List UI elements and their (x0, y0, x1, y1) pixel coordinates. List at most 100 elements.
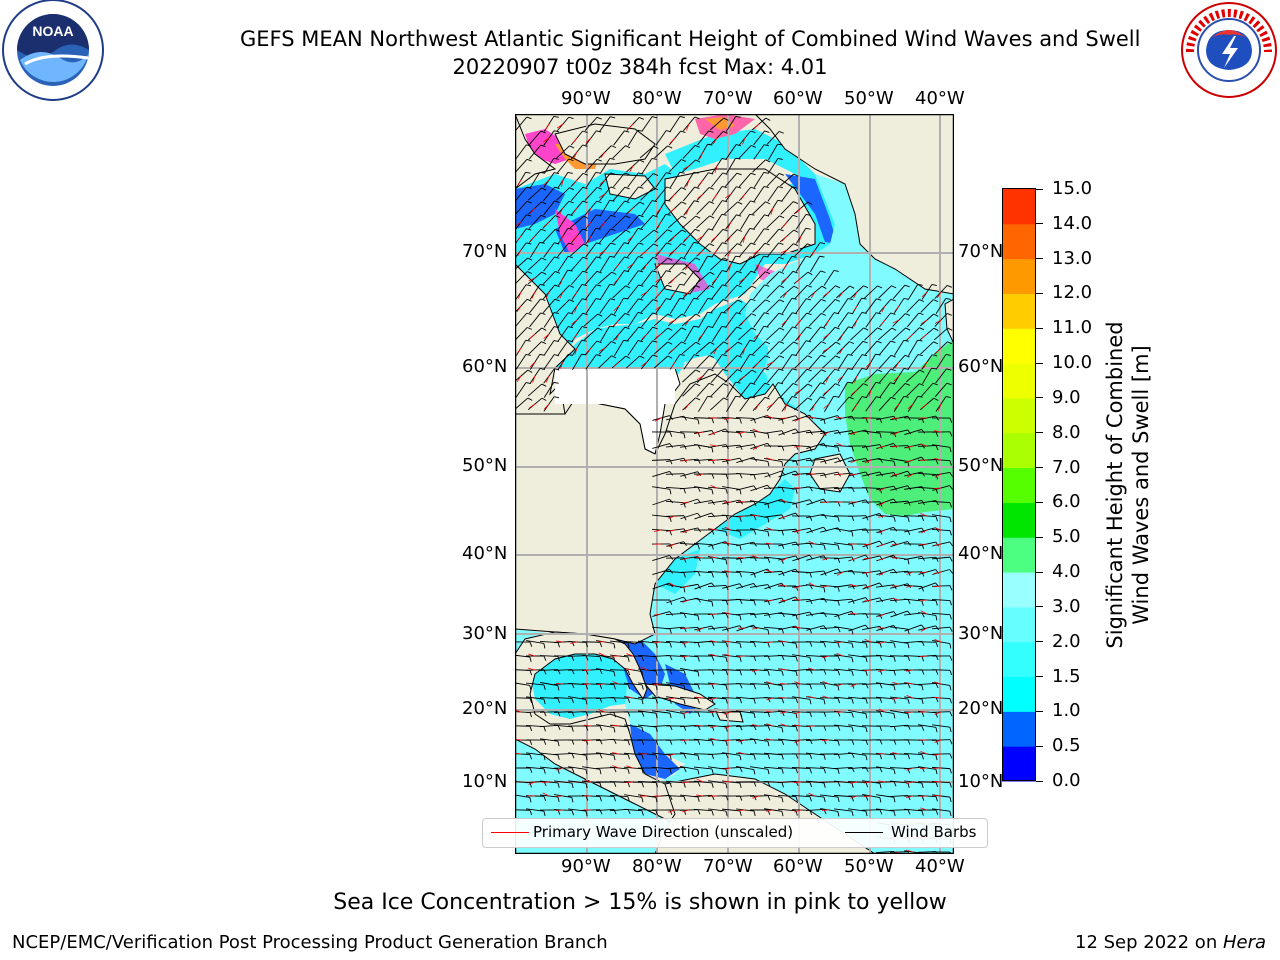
wind-barb-feather (904, 383, 910, 386)
wave-direction-arrow (627, 235, 634, 242)
wave-direction-arrow (682, 655, 690, 658)
wave-direction-arrow (878, 529, 886, 534)
colorbar-label-line2: Wind Waves and Swell [m] (1129, 345, 1153, 625)
wave-direction-arrow (752, 795, 760, 799)
wave-direction-arrow (934, 739, 942, 743)
wave-direction-arrow (532, 375, 536, 383)
wind-barb-feather (739, 599, 743, 605)
wind-barb-feather (865, 698, 868, 704)
wind-barb-feather (541, 397, 547, 401)
lon-label-top-2: 80°W (632, 88, 682, 109)
wind-barb-feather (834, 368, 840, 372)
wind-barb-feather (763, 255, 769, 258)
colorbar-tick-label: 9.0 (1052, 386, 1081, 408)
wind-barb (652, 443, 670, 449)
wind-barb-feather (947, 327, 953, 331)
wind-barb (806, 625, 824, 631)
wind-barb (515, 397, 529, 410)
wind-barb (515, 186, 528, 202)
wind-barb (655, 172, 667, 188)
wind-barb (779, 173, 795, 187)
wave-direction-arrow (641, 333, 648, 340)
wind-barb-feather (683, 613, 687, 619)
wave-direction-arrow (865, 361, 872, 368)
wind-barb-feather (932, 382, 938, 386)
wind-barb-feather (641, 768, 644, 774)
wave-direction-arrow (934, 458, 942, 461)
wind-barb-feather (541, 341, 547, 345)
wind-barb (598, 355, 612, 369)
wind-barb (903, 752, 923, 756)
wave-direction-arrow (794, 445, 802, 448)
wind-barb-feather (779, 271, 785, 275)
wind-barb-feather (903, 339, 909, 342)
wind-barb (708, 541, 726, 547)
wind-barb (764, 556, 782, 560)
wave-direction-arrow (892, 697, 900, 700)
wind-barb (584, 158, 598, 174)
wind-barb (624, 794, 642, 798)
wind-barb-feather (707, 395, 713, 398)
wind-barb-feather (851, 670, 854, 676)
wind-barb-feather (823, 489, 826, 495)
wind-barb-feather (609, 283, 615, 286)
wind-barb-feather (793, 285, 799, 289)
wind-barb (669, 172, 681, 188)
wave-direction-arrow (740, 193, 746, 200)
wave-direction-arrow (850, 683, 858, 687)
wind-barb (920, 382, 934, 398)
wind-barb-feather (739, 698, 743, 704)
wave-direction-arrow (586, 347, 592, 355)
wind-barb-feather (767, 557, 771, 563)
wind-barb-feather (707, 255, 713, 258)
wave-direction-arrow (529, 361, 536, 368)
wave-direction-arrow (794, 681, 802, 685)
wind-barb-feather (809, 572, 812, 578)
wind-barb (653, 313, 669, 327)
wind-barb (668, 159, 682, 173)
wind-barb-feather (641, 726, 644, 733)
wind-barb-feather (791, 297, 797, 300)
wind-barbs-legend-label: Wind Barbs (891, 823, 977, 841)
wind-barb-feather (904, 354, 910, 358)
wind-barb-feather (739, 516, 742, 522)
wind-barb (735, 725, 755, 727)
wind-barb (652, 569, 670, 575)
wind-barb (599, 228, 611, 244)
wind-barb-feather (567, 227, 573, 230)
wind-barb (753, 214, 765, 230)
wind-barb-feather (903, 395, 909, 398)
wave-direction-arrow (531, 291, 536, 299)
wind-barb-feather (554, 256, 560, 259)
wind-barb-feather (597, 313, 603, 317)
wave-direction-arrow (892, 445, 900, 448)
wave-direction-legend-label: Primary Wave Direction (unscaled) (533, 823, 794, 841)
wave-direction-arrow (668, 319, 676, 324)
wind-barb (540, 738, 558, 742)
wind-barb (878, 368, 892, 384)
wind-barb-feather (568, 116, 574, 120)
wind-barb (515, 271, 528, 285)
wind-barb (904, 500, 922, 504)
wind-barb-feather (711, 810, 714, 816)
wind-barb-feather (865, 528, 869, 534)
wind-barb (696, 201, 710, 215)
wind-barb (694, 512, 712, 520)
wind-barb-feather (779, 341, 785, 344)
wave-direction-arrow (742, 137, 746, 145)
sea-ice-caption: Sea Ice Concentration > 15% is shown in … (333, 890, 947, 915)
wind-barb (795, 256, 807, 272)
wind-barb-feather (890, 340, 896, 344)
wind-barb (724, 369, 738, 383)
wave-direction-arrow (822, 680, 830, 685)
wind-barb-feather (722, 242, 728, 245)
wind-barb-feather (557, 796, 560, 803)
wind-barb (526, 682, 544, 686)
wind-barb-feather (865, 670, 868, 676)
wind-barb-feather (697, 486, 701, 492)
wind-barb-feather (807, 271, 813, 275)
wind-barb-feather (571, 797, 574, 803)
colorbar-tick-mark (1036, 536, 1043, 538)
wind-barb-feather (585, 769, 588, 775)
wind-barb-feather (837, 558, 841, 564)
